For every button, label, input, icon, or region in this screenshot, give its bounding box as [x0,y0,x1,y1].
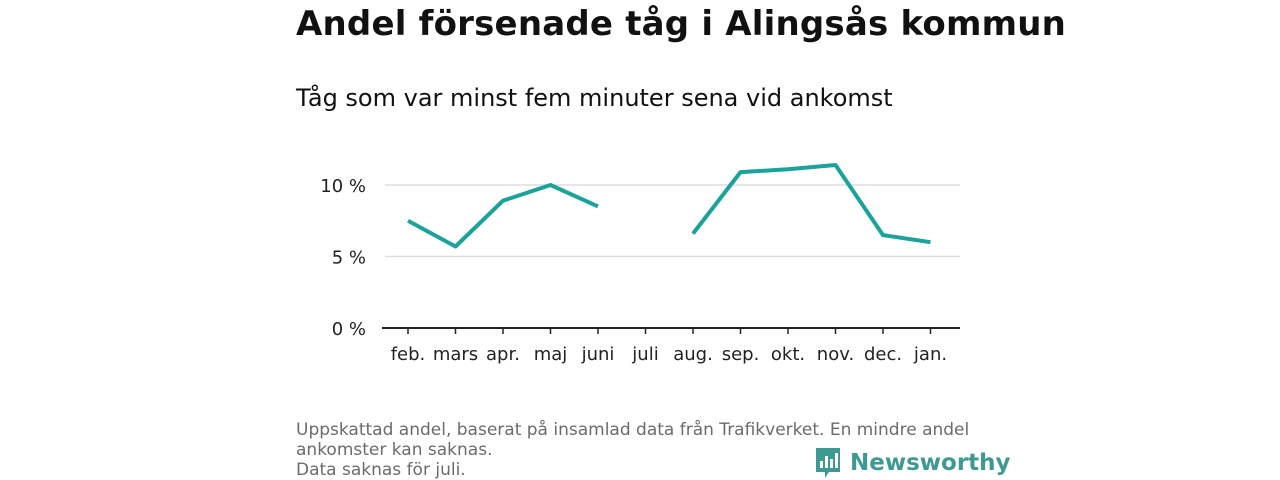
footer-note-source: Uppskattad andel, baserat på insamlad da… [296,420,970,460]
y-tick-label: 0 % [332,319,366,340]
x-tick-label: juli [631,344,658,365]
chart-title: Andel försenade tåg i Alingsås kommun [296,4,1067,44]
x-tick-label: nov. [817,344,854,365]
x-tick-label: aug. [673,344,713,365]
x-tick-label: okt. [771,344,805,365]
chart-subtitle: Tåg som var minst fem minuter sena vid a… [296,84,893,112]
x-tick-label: jan. [913,344,947,365]
x-tick-label: juni [581,344,615,365]
y-axis-labels: 0 % 5 % 10 % [320,176,366,340]
bar-chart-logo-icon [816,448,840,478]
x-axis [382,327,960,334]
x-tick-label: mars [433,344,478,365]
x-tick-label: apr. [486,344,520,365]
brand-name: Newsworthy [850,450,1011,476]
x-tick-label: sep. [722,344,760,365]
y-tick-label: 10 % [320,176,366,197]
x-tick-label: feb. [391,344,426,365]
series-lines [407,163,931,249]
y-tick-label: 5 % [332,248,366,269]
chart-footer: Uppskattad andel, baserat på insamlad da… [296,420,986,480]
series-line [691,163,931,245]
x-tick-label: dec. [864,344,902,365]
brand-logo: Newsworthy [814,446,1011,480]
x-tick-label: maj [534,344,568,365]
footer-note-missing: Data saknas för juli. [296,460,466,480]
x-axis-labels: feb. mars apr. maj juni juli aug. sep. okt. nov. d… [391,344,947,365]
series-line [407,183,599,249]
gridlines [385,184,960,258]
